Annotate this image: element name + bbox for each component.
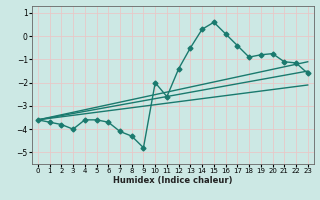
X-axis label: Humidex (Indice chaleur): Humidex (Indice chaleur) bbox=[113, 176, 233, 185]
